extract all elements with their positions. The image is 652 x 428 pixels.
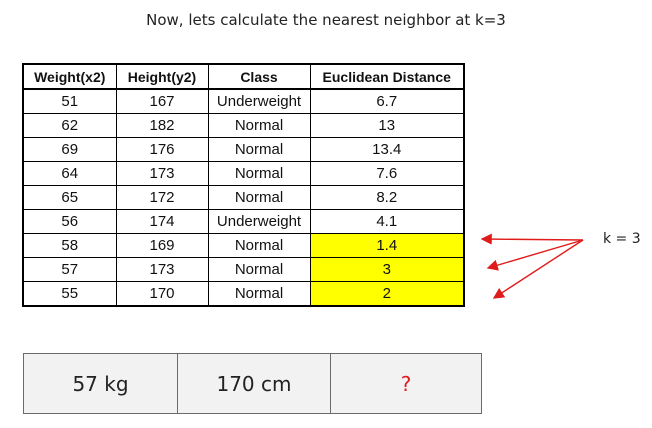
height-cell: 170	[115, 281, 209, 307]
class-cell: Normal	[207, 281, 311, 307]
query-class-unknown: ?	[331, 354, 481, 413]
height-cell: 172	[115, 185, 209, 210]
weight-cell: 51	[22, 88, 117, 114]
weight-cell: 55	[22, 281, 117, 307]
column-header-distance: Euclidean Distance	[309, 63, 465, 90]
distance-cell-nearest: 2	[309, 281, 465, 307]
table-row: 64 173 Normal 7.6	[22, 161, 465, 186]
height-cell: 173	[115, 257, 209, 282]
distance-cell-nearest: 1.4	[309, 233, 465, 258]
column-header-height: Height(y2)	[115, 63, 209, 90]
table-row: 57 173 Normal 3	[22, 257, 465, 282]
weight-cell: 69	[22, 137, 117, 162]
table-row: 65 172 Normal 8.2	[22, 185, 465, 210]
distance-cell: 13.4	[309, 137, 465, 162]
class-cell: Normal	[207, 185, 311, 210]
arrow-to-row-2	[486, 239, 584, 271]
query-row: 57 kg 170 cm ?	[23, 353, 482, 414]
distance-cell-nearest: 3	[309, 257, 465, 282]
height-cell: 173	[115, 161, 209, 186]
table-row: 69 176 Normal 13.4	[22, 137, 465, 162]
query-height: 170 cm	[178, 354, 331, 413]
column-header-class: Class	[207, 63, 311, 90]
knn-table: Weight(x2) Height(y2) Class Euclidean Di…	[22, 63, 465, 307]
class-cell: Underweight	[207, 209, 311, 234]
weight-cell: 57	[22, 257, 117, 282]
page-heading: Now, lets calculate the nearest neighbor…	[146, 11, 506, 29]
query-weight: 57 kg	[24, 354, 178, 413]
class-cell: Normal	[207, 257, 311, 282]
class-cell: Normal	[207, 113, 311, 138]
weight-cell: 58	[22, 233, 117, 258]
distance-cell: 4.1	[309, 209, 465, 234]
table-row: 51 167 Underweight 6.7	[22, 88, 465, 114]
distance-cell: 7.6	[309, 161, 465, 186]
arrow-to-row-1	[480, 233, 584, 245]
table-row: 55 170 Normal 2	[22, 281, 465, 307]
distance-cell: 13	[309, 113, 465, 138]
height-cell: 167	[115, 88, 209, 114]
class-cell: Underweight	[207, 88, 311, 114]
class-cell: Normal	[207, 233, 311, 258]
height-cell: 182	[115, 113, 209, 138]
column-header-weight: Weight(x2)	[22, 63, 117, 90]
weight-cell: 62	[22, 113, 117, 138]
weight-cell: 64	[22, 161, 117, 186]
arrow-to-row-3	[492, 239, 584, 299]
k-value-label: k = 3	[603, 231, 641, 247]
table-row: 62 182 Normal 13	[22, 113, 465, 138]
table-header-row: Weight(x2) Height(y2) Class Euclidean Di…	[22, 63, 465, 90]
